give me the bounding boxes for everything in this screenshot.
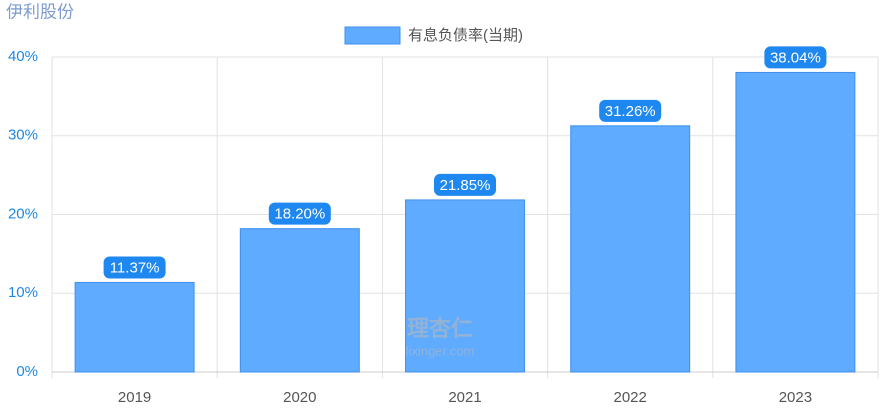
data-label-box <box>599 99 662 122</box>
data-label: 21.85% <box>434 173 496 196</box>
data-label-box <box>434 173 496 196</box>
data-label: 11.37% <box>103 256 166 279</box>
data-label: 18.20% <box>268 202 331 225</box>
data-label-text: 38.04% <box>770 49 821 66</box>
data-label-box <box>103 256 166 279</box>
data-label-text: 11.37% <box>110 259 160 276</box>
legend-label: 有息负债率(当期) <box>408 27 523 44</box>
data-label-box <box>268 202 331 225</box>
y-tick-label: 30% <box>8 127 38 144</box>
data-label-text: 31.26% <box>605 103 656 120</box>
watermark-name: 理杏仁 <box>407 316 473 341</box>
y-tick-label: 0% <box>16 363 38 380</box>
bar <box>735 71 856 373</box>
y-tick-label: 10% <box>8 284 38 301</box>
bar <box>570 125 691 373</box>
data-label-text: 21.85% <box>440 177 491 194</box>
x-tick-label: 2020 <box>283 389 316 406</box>
y-tick-label: 40% <box>8 48 38 65</box>
bar <box>405 199 525 373</box>
x-tick-label: 2023 <box>779 389 812 406</box>
y-tick-label: 20% <box>8 205 38 222</box>
x-tick-label: 2021 <box>448 389 481 406</box>
watermark-site: lixinger.com <box>406 343 475 358</box>
x-tick-label: 2019 <box>118 389 151 406</box>
bar <box>74 281 195 373</box>
data-label-text: 18.20% <box>274 206 325 223</box>
data-label: 38.04% <box>764 46 827 69</box>
legend-swatch <box>344 26 401 45</box>
data-label-box <box>764 46 827 69</box>
chart-title: 伊利股份 <box>6 2 74 21</box>
data-label: 31.26% <box>599 99 662 122</box>
x-tick-label: 2022 <box>614 389 647 406</box>
bar <box>239 228 360 373</box>
